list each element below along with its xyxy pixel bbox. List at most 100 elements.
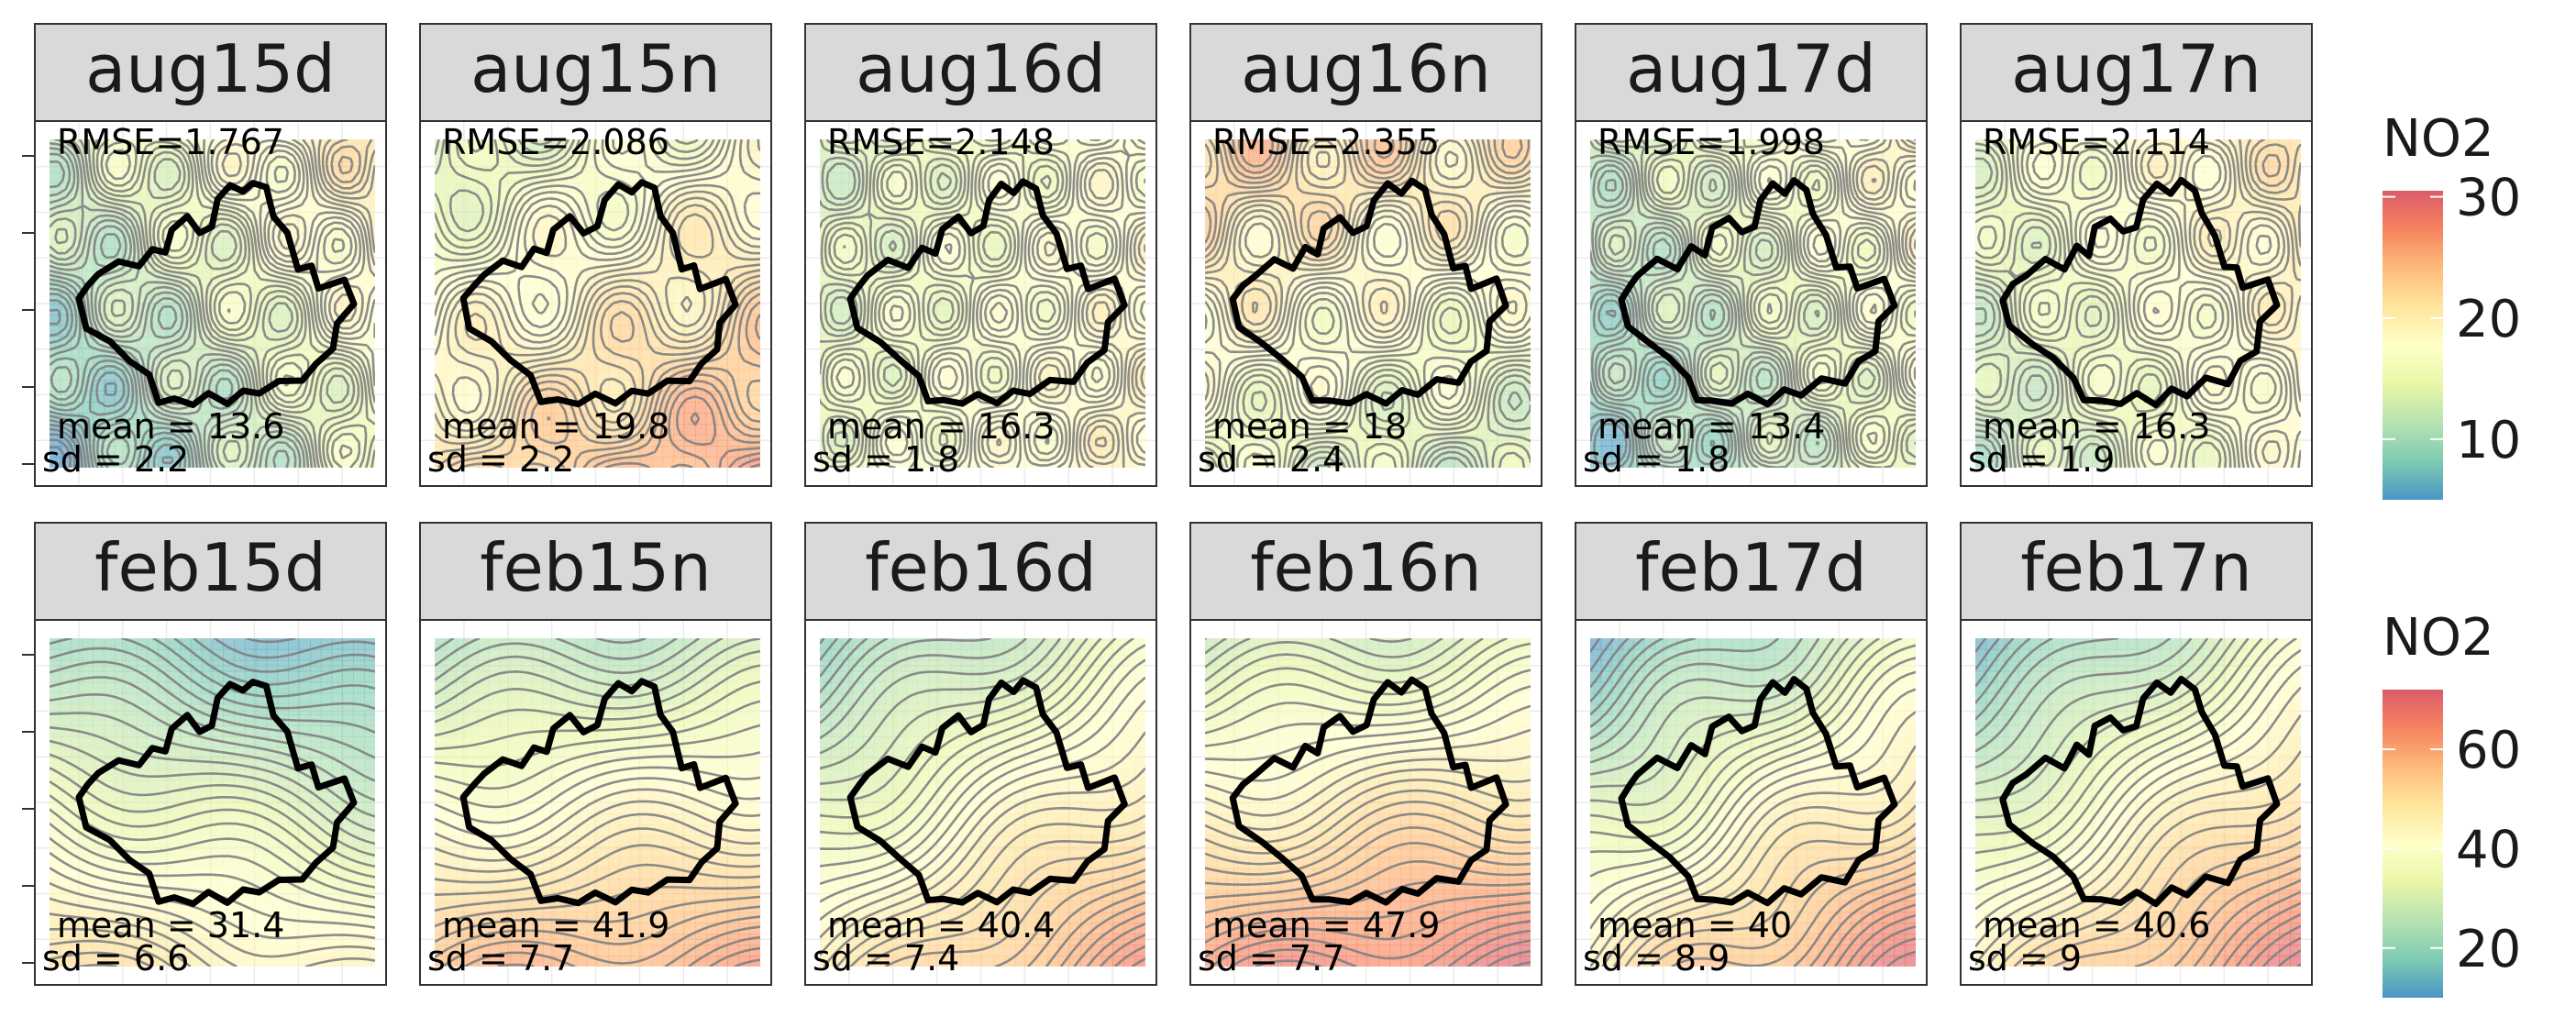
heatmap-cell (830, 182, 843, 195)
heatmap-cell (749, 149, 760, 162)
heatmap-cell (136, 347, 149, 359)
heatmap-cell (2040, 160, 2052, 173)
heatmap-cell (331, 205, 344, 217)
heatmap-cell (1313, 314, 1325, 326)
heatmap-cell (673, 347, 685, 359)
heatmap-cell (684, 293, 696, 304)
heatmap-cell (266, 402, 279, 414)
heatmap-cell (1443, 216, 1455, 228)
heatmap-cell (445, 182, 458, 195)
heatmap-cell (1487, 435, 1499, 447)
heatmap-cell (169, 446, 181, 458)
heatmap-cell (1509, 457, 1520, 468)
heatmap-cell (960, 139, 973, 151)
heatmap-cell (342, 435, 354, 447)
heatmap-cell (1389, 216, 1401, 228)
heatmap-cell (895, 238, 908, 249)
heatmap-cell (2181, 205, 2194, 217)
heatmap-cell (364, 282, 375, 293)
facet-strip (419, 23, 772, 122)
contour-lines (435, 139, 760, 468)
panel-border (34, 120, 387, 487)
heatmap-cell (1520, 193, 1531, 206)
heatmap-cell (1036, 435, 1049, 447)
heatmap-cell (1248, 149, 1260, 162)
heatmap-cell (830, 435, 843, 447)
heatmap-cell (201, 271, 214, 282)
heatmap-cell (82, 216, 94, 228)
heatmap-cell (2018, 238, 2030, 249)
heatmap-cell (1101, 369, 1114, 381)
heatmap-cell (1509, 227, 1520, 238)
heatmap-cell (554, 260, 566, 271)
heatmap-cell (1069, 139, 1081, 151)
heatmap-cell (364, 193, 375, 206)
heatmap-cell (554, 446, 566, 458)
heatmap-cell (1378, 227, 1390, 238)
heatmap-cell (1215, 182, 1228, 195)
heatmap-cell (467, 304, 479, 315)
rmse-label: RMSE=2.148 (827, 122, 1055, 162)
heatmap-cell (554, 402, 566, 414)
heatmap-cell (705, 457, 718, 468)
heatmap-cell (662, 260, 674, 271)
heatmap-cell (1389, 325, 1401, 337)
heatmap-cell (727, 271, 739, 282)
heatmap-cell (608, 457, 620, 468)
heatmap-cell (565, 435, 577, 447)
heatmap-cell (1015, 205, 1027, 217)
heatmap-cell (1280, 271, 1293, 282)
heatmap-cell (1112, 457, 1124, 468)
heatmap-cell (212, 457, 224, 468)
city-boundary (459, 179, 739, 408)
rmse-label: RMSE=2.355 (1212, 122, 1440, 162)
heatmap-cell (1134, 160, 1145, 173)
heatmap-cell (445, 171, 458, 184)
heatmap-cell (749, 249, 760, 260)
heatmap-cell (695, 227, 707, 238)
heatmap-cell (1476, 182, 1488, 195)
heatmap-cell (630, 457, 642, 468)
heatmap-cell (993, 238, 1005, 249)
heatmap-cell (1520, 182, 1531, 195)
heatmap-cell (695, 446, 707, 458)
heatmap-cell (575, 457, 588, 468)
heatmap-cell (320, 325, 333, 337)
heatmap-cell (489, 171, 501, 184)
heatmap-cell (749, 160, 760, 173)
heatmap-cell (1520, 369, 1531, 381)
heatmap-cell (695, 424, 707, 436)
heatmap-cell (456, 139, 469, 151)
heatmap-cell (695, 457, 707, 468)
heatmap-cell (939, 424, 951, 436)
heatmap-cell (1313, 380, 1325, 392)
heatmap-cell (673, 413, 685, 425)
heatmap-cell (1123, 402, 1135, 414)
heatmap-cell (630, 336, 642, 348)
heatmap-cell (125, 424, 138, 436)
heatmap-cell (467, 149, 479, 162)
heatmap-cell (93, 380, 105, 392)
heatmap-cell (1520, 347, 1531, 359)
heatmap-cell (1410, 424, 1423, 436)
heatmap-cell (169, 457, 181, 468)
facet-label: aug16d (856, 30, 1106, 107)
heatmap-cell (169, 325, 181, 337)
mean-label: mean = 19.8 (442, 406, 669, 447)
heatmap-cell (147, 457, 159, 468)
heatmap-cell (1520, 205, 1531, 217)
heatmap-cell (1509, 249, 1520, 260)
heatmap-cell (895, 171, 908, 184)
heatmap-cell (255, 413, 268, 425)
heatmap-cell (1134, 369, 1145, 381)
heatmap-cell (1134, 325, 1145, 337)
heatmap-cell (435, 171, 447, 184)
heatmap-cell (993, 314, 1005, 326)
heatmap-cell (705, 205, 718, 217)
heatmap-cell (331, 380, 344, 392)
heatmap-cell (1134, 271, 1145, 282)
heatmap-cell (1676, 282, 1689, 293)
heatmap-cell (565, 238, 577, 249)
